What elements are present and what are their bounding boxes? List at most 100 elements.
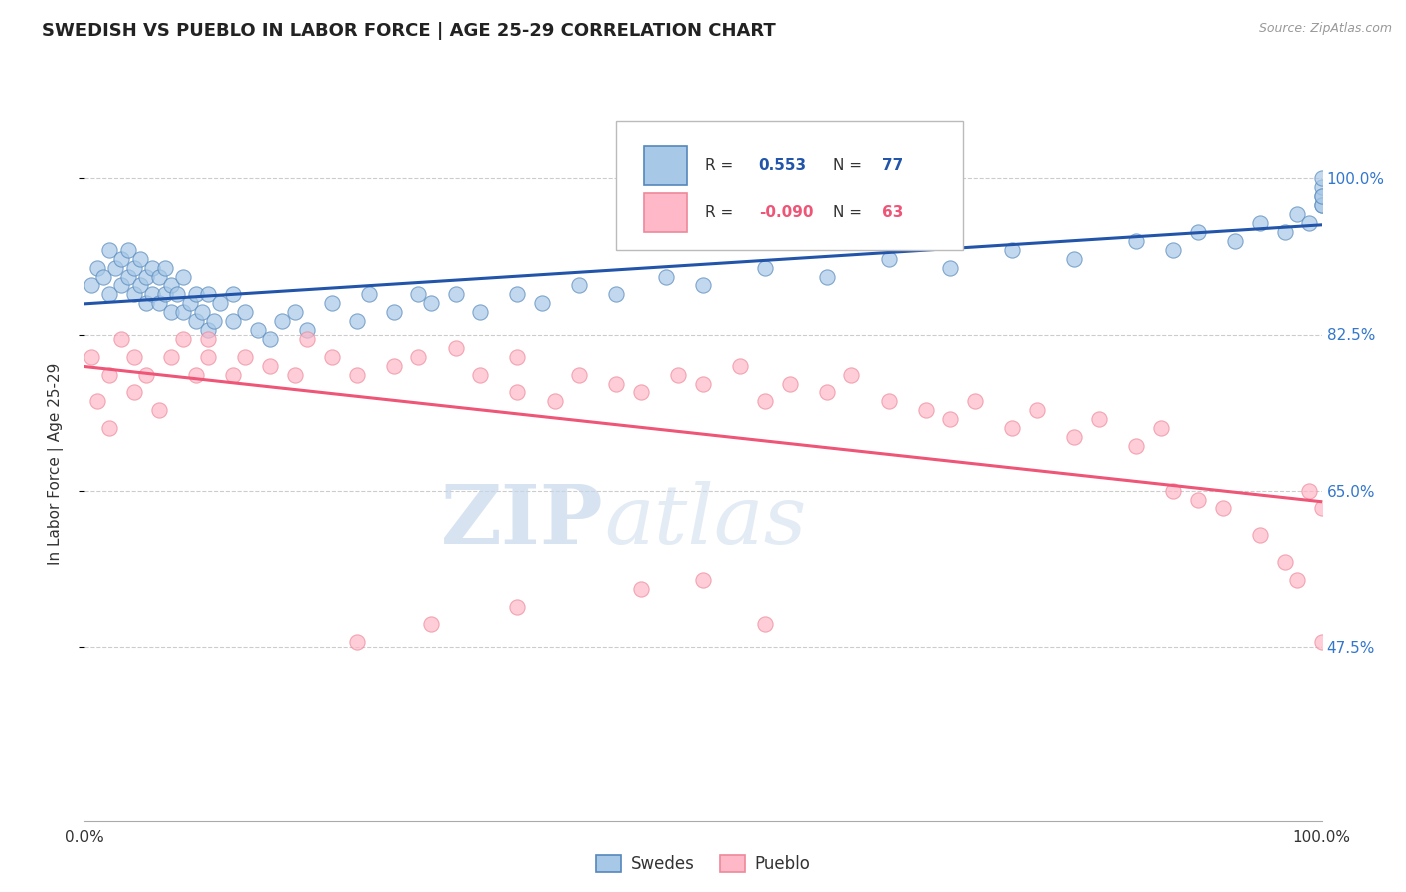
Point: [728, 359, 751, 373]
Point: [259, 359, 281, 373]
Point: [148, 269, 170, 284]
Point: [1274, 225, 1296, 239]
Point: [1223, 234, 1246, 248]
Point: [815, 269, 838, 284]
Point: [222, 368, 245, 382]
Point: [754, 617, 776, 632]
Point: [117, 269, 139, 284]
Point: [1249, 216, 1271, 230]
Point: [1298, 216, 1320, 230]
Point: [284, 305, 307, 319]
Point: [1310, 198, 1333, 212]
Point: [295, 332, 318, 346]
Point: [1063, 430, 1085, 444]
Point: [1161, 243, 1184, 257]
Point: [172, 305, 194, 319]
Point: [1001, 243, 1024, 257]
Point: [543, 394, 565, 409]
Point: [233, 350, 256, 364]
Point: [506, 350, 529, 364]
Point: [605, 376, 627, 391]
Point: [129, 278, 152, 293]
Text: 77: 77: [883, 158, 904, 173]
Point: [202, 314, 225, 328]
Point: [531, 296, 554, 310]
Point: [1310, 189, 1333, 203]
Point: [172, 332, 194, 346]
Point: [346, 635, 368, 649]
Point: [506, 599, 529, 614]
Point: [117, 243, 139, 257]
Point: [122, 287, 145, 301]
Point: [779, 376, 801, 391]
Point: [1310, 501, 1333, 516]
Point: [1161, 483, 1184, 498]
Point: [419, 296, 441, 310]
Point: [1310, 189, 1333, 203]
Text: atlas: atlas: [605, 481, 807, 561]
Point: [160, 305, 183, 319]
Point: [815, 385, 838, 400]
Text: ZIP: ZIP: [441, 481, 605, 561]
Point: [98, 421, 121, 435]
Point: [1310, 635, 1333, 649]
Point: [939, 412, 962, 426]
Point: [153, 287, 176, 301]
Point: [965, 394, 987, 409]
Point: [357, 287, 380, 301]
Point: [346, 368, 368, 382]
Point: [1001, 421, 1024, 435]
Point: [166, 287, 188, 301]
Point: [1187, 225, 1209, 239]
Point: [1274, 555, 1296, 569]
Point: [222, 314, 245, 328]
Point: [191, 305, 214, 319]
FancyBboxPatch shape: [616, 121, 963, 250]
Point: [444, 287, 467, 301]
Point: [110, 252, 132, 266]
Point: [184, 368, 207, 382]
Point: [1150, 421, 1173, 435]
Point: [841, 368, 863, 382]
Point: [122, 260, 145, 275]
Point: [197, 323, 219, 337]
FancyBboxPatch shape: [644, 146, 688, 186]
Point: [86, 260, 108, 275]
Y-axis label: In Labor Force | Age 25-29: In Labor Force | Age 25-29: [48, 363, 63, 565]
Point: [86, 394, 108, 409]
Point: [172, 269, 194, 284]
Point: [129, 252, 152, 266]
Point: [141, 287, 163, 301]
Point: [1212, 501, 1234, 516]
Text: N =: N =: [832, 205, 866, 220]
Point: [1187, 492, 1209, 507]
Point: [470, 305, 492, 319]
Point: [605, 287, 627, 301]
Point: [692, 278, 714, 293]
Point: [184, 287, 207, 301]
Point: [160, 350, 183, 364]
Point: [408, 287, 430, 301]
Point: [877, 394, 900, 409]
Text: Source: ZipAtlas.com: Source: ZipAtlas.com: [1258, 22, 1392, 36]
Point: [135, 368, 157, 382]
Point: [1125, 439, 1147, 453]
Point: [630, 582, 652, 596]
Point: [1125, 234, 1147, 248]
Point: [135, 269, 157, 284]
Point: [1249, 528, 1271, 542]
Legend: Swedes, Pueblo: Swedes, Pueblo: [589, 848, 817, 880]
Point: [666, 368, 689, 382]
Point: [321, 296, 343, 310]
Point: [110, 278, 132, 293]
Point: [692, 573, 714, 587]
Point: [197, 332, 219, 346]
Text: SWEDISH VS PUEBLO IN LABOR FORCE | AGE 25-29 CORRELATION CHART: SWEDISH VS PUEBLO IN LABOR FORCE | AGE 2…: [42, 22, 776, 40]
Point: [122, 350, 145, 364]
Point: [184, 314, 207, 328]
Point: [197, 350, 219, 364]
Point: [209, 296, 232, 310]
Point: [153, 260, 176, 275]
Point: [630, 385, 652, 400]
Point: [271, 314, 294, 328]
